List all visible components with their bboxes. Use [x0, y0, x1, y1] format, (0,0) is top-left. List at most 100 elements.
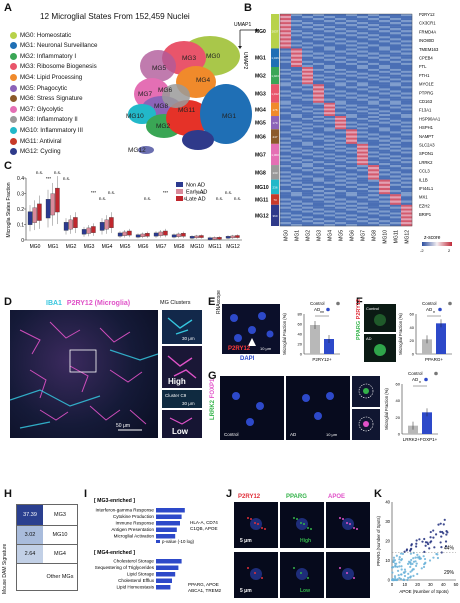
heatmap-cell — [368, 58, 380, 62]
dam-value: 2.64 — [17, 545, 43, 563]
heatmap-cell — [368, 198, 380, 201]
heatmap-cell — [291, 76, 303, 79]
mg4-bar — [156, 572, 176, 577]
heatmap-cell — [335, 139, 347, 142]
heatmap-cell — [324, 67, 336, 70]
heatmap-cell — [346, 185, 358, 189]
heatmap-cell — [379, 190, 391, 193]
heatmap-cell — [346, 92, 358, 95]
scatter-x-tick: 0 — [391, 582, 394, 587]
heatmap-cell — [335, 147, 347, 150]
heatmap-cell — [390, 88, 402, 91]
heatmap-cell — [302, 42, 314, 45]
heatmap-cell — [291, 187, 303, 191]
heatmap-cell — [324, 179, 336, 182]
heatmap-cell — [291, 196, 303, 199]
mg4-term: Cholesterol Efflux — [118, 578, 155, 583]
heatmap-cell — [324, 82, 336, 85]
heatmap-cell — [390, 16, 402, 19]
heatmap-cell — [280, 145, 292, 148]
heatmap-cell — [390, 190, 402, 193]
boxplot-box — [181, 233, 186, 237]
heatmap-cell — [346, 190, 358, 193]
bar-y-tick: 80 — [298, 312, 303, 317]
heatmap-gene-label: CD163 — [419, 99, 433, 104]
heatmap-cell — [346, 112, 358, 115]
heatmap-cell — [313, 153, 325, 156]
heatmap-cell — [291, 139, 303, 142]
boxplot-box — [158, 231, 163, 236]
heatmap-cell — [390, 114, 402, 117]
scatter-point — [403, 550, 406, 553]
bar-x-label: PPARG+ — [425, 357, 443, 362]
heatmap-cell — [346, 179, 358, 182]
heatmap-gene-label: MX1 — [419, 195, 428, 200]
heatmap-cell — [368, 200, 380, 203]
heatmap-cell — [313, 194, 325, 197]
heatmap-cell — [368, 94, 380, 97]
heatmap-cell — [390, 14, 402, 17]
heatmap-cell — [379, 44, 391, 47]
heatmap-cell — [313, 121, 325, 124]
heatmap-cell — [379, 104, 391, 107]
heatmap-cell — [390, 48, 402, 51]
heatmap-gene-label: FTH1 — [419, 73, 430, 78]
heatmap-cell — [357, 14, 369, 17]
heatmap-cell — [324, 114, 336, 117]
heatmap-cell — [357, 62, 369, 66]
heatmap-cell — [390, 82, 402, 85]
heatmap-cell — [346, 171, 358, 174]
heatmap-gene-label: HSPH1 — [419, 125, 434, 130]
heatmap-cell — [357, 175, 369, 178]
heatmap-cell — [280, 139, 292, 142]
heatmap-cell — [390, 175, 402, 178]
scatter-point — [407, 572, 410, 575]
scatter-point — [424, 544, 427, 547]
boxplot-significance: n.s. — [36, 170, 43, 175]
heatmap-cell — [401, 179, 413, 182]
heatmap-cell — [291, 163, 303, 166]
heatmap-cell — [401, 187, 413, 191]
heatmap-cell — [401, 161, 413, 164]
heatmap-cell — [291, 60, 303, 64]
heatmap-cell — [324, 224, 336, 227]
scatter-point — [418, 555, 421, 558]
heatmap-cell — [357, 131, 369, 134]
scatter-point — [392, 578, 395, 582]
heatmap-cell — [379, 137, 391, 140]
heatmap-cell — [313, 185, 325, 189]
heatmap-cell — [280, 161, 292, 164]
heatmap-cell — [368, 64, 380, 68]
heatmap-cell — [368, 167, 380, 170]
heatmap-gene-label: FRMD4A — [419, 29, 436, 34]
heatmap-cell — [357, 190, 369, 193]
micrograph-low: Low — [162, 410, 202, 438]
heatmap-cell — [357, 42, 369, 45]
heatmap-cell — [368, 192, 380, 195]
heatmap-cell — [302, 151, 314, 154]
heatmap-cell — [291, 86, 303, 89]
scatter-x-label: APOE (Number of Spots) — [399, 589, 449, 594]
heatmap-cell — [302, 222, 314, 225]
heatmap-cell — [280, 84, 292, 87]
heatmap-cell — [335, 80, 347, 83]
heatmap-cell — [335, 78, 347, 81]
heatmap-cell — [379, 110, 391, 113]
heatmap-cell — [302, 129, 314, 132]
boxplot-y-tick: 0.2 — [17, 207, 24, 213]
heatmap-cell — [390, 40, 402, 43]
heatmap-row-count: 1,012 — [271, 92, 279, 96]
heatmap-cell — [324, 62, 336, 66]
dam-label: MG10 — [52, 532, 68, 538]
heatmap-cell — [401, 175, 413, 178]
zscore-colorbar — [422, 242, 452, 246]
scatter-point — [411, 562, 414, 565]
heatmap-cell — [313, 18, 325, 21]
heatmap-cell — [335, 222, 347, 225]
heatmap-cell — [324, 153, 336, 156]
heatmap-cell — [346, 192, 358, 195]
heatmap-cell — [401, 206, 413, 209]
heatmap-row-count: 176 — [272, 108, 277, 112]
heatmap-cell — [401, 129, 413, 132]
heatmap-cell — [390, 98, 402, 101]
